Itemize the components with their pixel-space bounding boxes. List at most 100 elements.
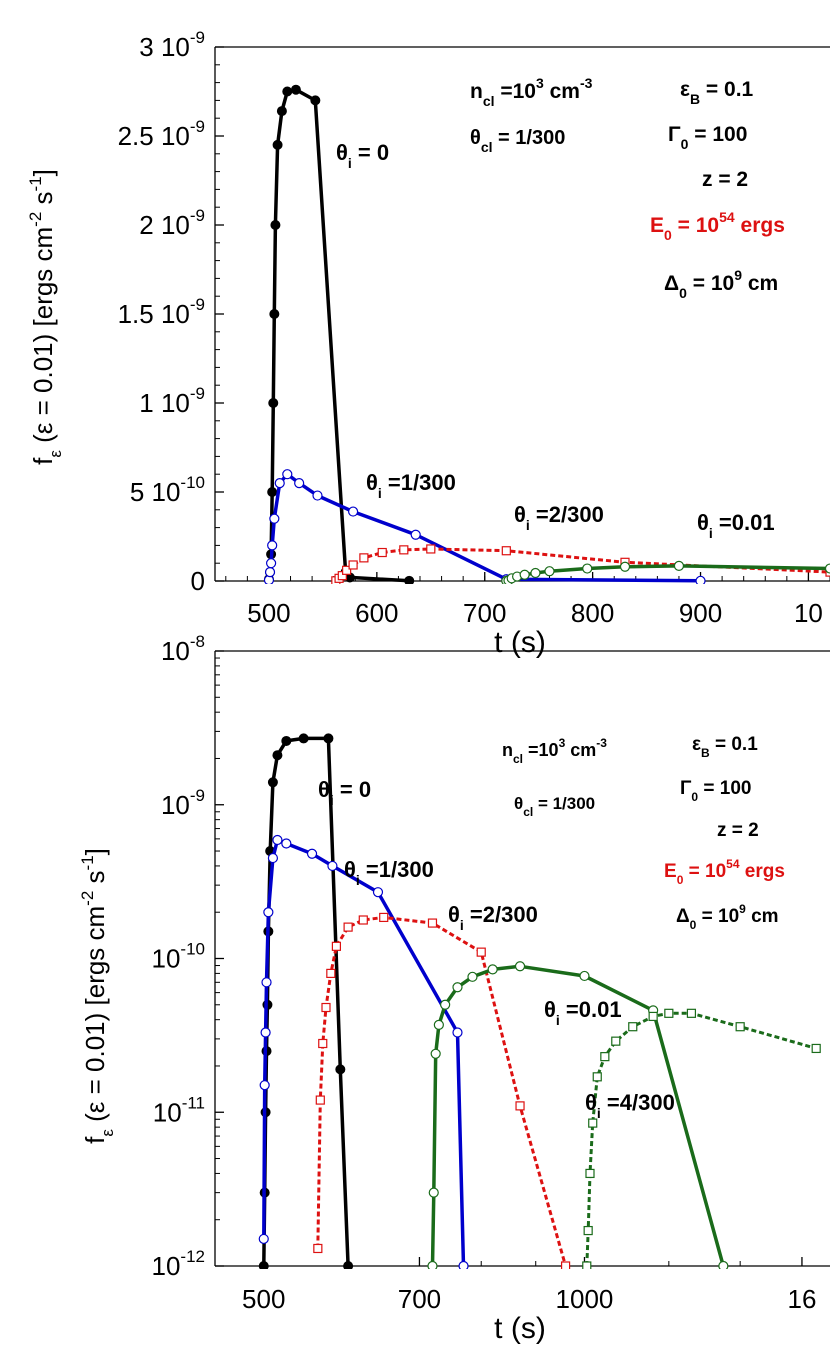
bottom-data-point [261,977,272,988]
bottom-data-point [514,961,526,972]
top-data-point [824,563,830,574]
bottom-data-point [343,922,353,932]
top-data-point [519,569,530,580]
top-data-point [267,540,278,551]
top-data-point [269,309,280,319]
bottom-data-point [281,735,292,746]
bottom-series [258,733,821,1269]
bottom-data-point [458,1260,469,1269]
bottom-data-point [260,1027,271,1038]
top-label-theta-001: θi =0.01 [697,510,775,541]
bottom-data-point [579,970,590,982]
bottom-series-2 [313,912,571,1269]
bottom-data-point [331,941,341,951]
top-x-tick-label: 900 [679,598,722,628]
bottom-label-theta-4-300: θi =4/300 [585,1090,675,1121]
top-label-theta-0: θi = 0 [336,140,389,171]
top-y-tick-label: 2.5 10-9 [118,117,205,151]
bottom-panel: 10-12 10-11 10-10 10-9 10-8 500 700 1000 16 t (… [78,632,830,1345]
bottom-data-point [335,1064,346,1075]
bottom-data-point [735,1022,745,1032]
bottom-data-point [315,1095,325,1105]
bottom-data-point [272,834,283,846]
bottom-data-point [560,1261,571,1269]
bottom-data-point [327,860,338,872]
top-data-point [544,566,555,577]
bottom-data-point [267,777,278,788]
bottom-param-eps-b: εB = 0.1 [692,734,758,760]
bottom-data-point [592,1072,602,1082]
bottom-data-point [358,915,368,925]
top-label-theta-1-300: θi =1/300 [366,470,456,501]
top-data-point [377,547,387,558]
bottom-data-point [258,1233,269,1245]
bottom-param-e0: E0 = 1054 ergs [664,857,785,887]
top-param-eps-b: εB = 0.1 [680,78,754,107]
top-data-point [270,220,281,230]
top-series-line [267,472,701,583]
top-data-point [501,546,511,556]
top-data-point [348,506,359,517]
bottom-data-point [718,1260,729,1269]
bottom-data-point [428,1187,439,1198]
top-data-point [267,487,278,497]
top-x-tick-label: 10 [794,598,823,628]
bottom-data-point [588,1118,598,1128]
bottom-data-point [313,1243,323,1254]
bottom-data-point [318,1038,328,1049]
bottom-data-point [259,1080,270,1091]
bottom-series-1 [258,834,469,1269]
bottom-data-point [281,838,292,849]
bottom-data-point [487,964,498,975]
bottom-series-3 [427,961,729,1269]
bottom-x-tick-label: 700 [398,1284,441,1314]
bottom-data-point [306,848,318,859]
bottom-y-tick-label: 10-11 [153,1093,205,1127]
top-data-point [264,566,276,578]
bottom-data-point [298,733,309,744]
top-y-tick-label: 1.5 10-9 [118,295,205,329]
bottom-series-4 [582,1008,821,1269]
bottom-y-tick-label: 10-9 [161,786,205,820]
top-data-point [282,469,293,480]
top-x-tick-label: 800 [571,598,614,628]
top-y-tick-label: 2 10-9 [139,206,205,240]
bottom-param-delta0: Δ0 = 109 cm [676,902,779,932]
bottom-data-point [582,1261,592,1269]
bottom-data-point [263,907,274,918]
top-y-axis-label: fε (ε = 0.01) [ergs cm-2 s-1] [26,169,65,465]
top-param-ncl: ncl =103 cm-3 [470,75,593,109]
top-data-point [404,575,415,584]
top-data-point [282,86,293,97]
top-data-point [399,545,409,555]
bottom-label-theta-0: θi = 0 [318,777,371,808]
bottom-data-point [452,1027,463,1038]
bottom-data-point [648,1011,658,1022]
bottom-y-tick-label: 10-8 [161,632,205,666]
top-param-e0: E0 = 1054 ergs [650,209,785,243]
top-data-point [294,478,305,489]
top-x-ticks: 500 600 700 800 900 10 [225,572,830,628]
bottom-x-axis-label: t (s) [494,1312,546,1345]
bottom-data-point [811,1043,821,1054]
top-data-point [310,95,321,106]
bottom-data-point [430,1048,441,1059]
top-param-theta-cl: θcl = 1/300 [470,127,565,155]
top-param-gamma0: Γ0 = 100 [668,123,747,152]
bottom-data-point [628,1022,638,1032]
top-data-point [276,106,287,117]
top-data-point [582,563,593,574]
bottom-x-ticks: 500 700 1000 16 [242,1257,816,1314]
bottom-param-theta-cl: θcl = 1/300 [514,794,595,819]
bottom-y-ticks: 10-12 10-11 10-10 10-9 10-8 [152,632,224,1281]
top-data-point [272,139,283,150]
top-data-point [312,490,323,501]
bottom-x-tick-label: 500 [242,1284,285,1314]
bottom-y-tick-label: 10-10 [152,940,206,974]
bottom-data-point [433,1019,444,1030]
bottom-data-point [452,982,463,993]
bottom-data-point [379,912,389,923]
bottom-param-ncl: ncl =103 cm-3 [502,736,607,766]
top-x-tick-label: 700 [463,598,506,628]
